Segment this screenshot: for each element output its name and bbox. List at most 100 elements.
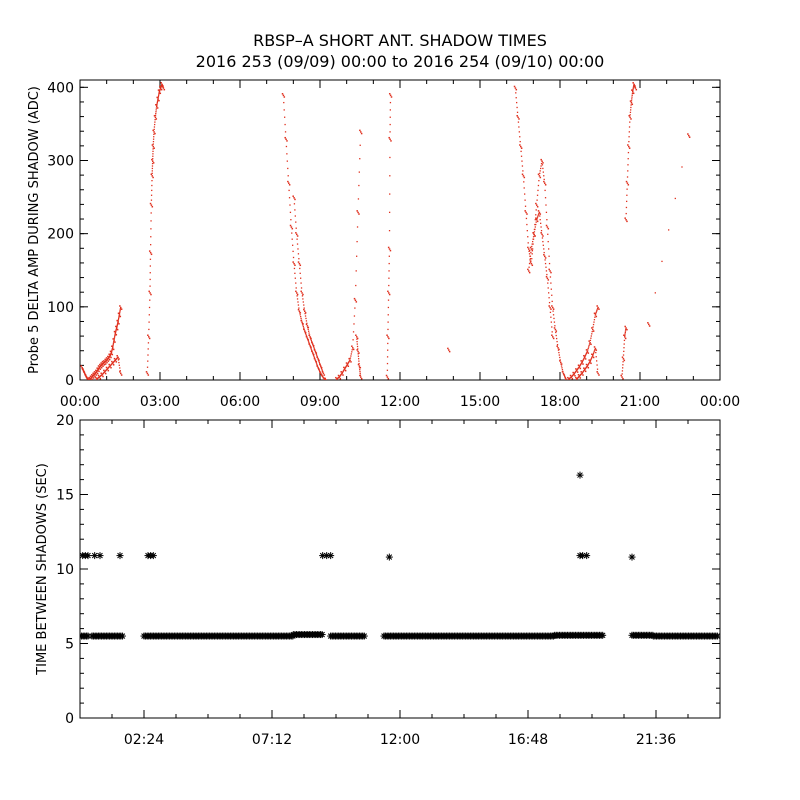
- scatter-point: [153, 126, 156, 128]
- scatter-point: [624, 337, 627, 340]
- scatter-point: [625, 219, 627, 221]
- scatter-point: [307, 340, 309, 342]
- scatter-point: [325, 379, 327, 380]
- scatter-point: [299, 312, 301, 314]
- scatter-point: [634, 87, 637, 89]
- scatter-point: [596, 310, 598, 312]
- scatter-point: [315, 361, 317, 364]
- scatter-point: [310, 348, 312, 350]
- scatter-point: [111, 348, 113, 351]
- scatter-point: [598, 308, 600, 310]
- scatter-point: [550, 282, 552, 284]
- scatter-point: [110, 366, 112, 369]
- scatter-point: [585, 352, 588, 354]
- scatter-point: [559, 360, 561, 362]
- scatter-point: [158, 94, 160, 96]
- scatter-point: [319, 362, 321, 365]
- scatter-point: [542, 171, 544, 173]
- scatter-point: [92, 372, 94, 375]
- x-tick-label: 03:00: [140, 394, 180, 410]
- scatter-point: [155, 104, 157, 106]
- scatter-point: [118, 358, 120, 360]
- scatter-point: [515, 97, 517, 99]
- asterisk-marker: [583, 552, 591, 560]
- asterisk-marker: [116, 552, 124, 560]
- scatter-point: [629, 114, 631, 116]
- scatter-point: [537, 210, 540, 212]
- scatter-point: [351, 345, 353, 347]
- scatter-point: [631, 96, 633, 98]
- scatter-point: [564, 375, 566, 377]
- scatter-point: [110, 351, 113, 353]
- scatter-point: [627, 151, 630, 154]
- scatter-point: [591, 330, 593, 333]
- scatter-point: [596, 368, 599, 370]
- scatter-point: [152, 145, 155, 148]
- scatter-point: [582, 363, 584, 365]
- scatter-point: [596, 305, 598, 307]
- scatter-point: [356, 340, 358, 343]
- scatter-point: [550, 271, 552, 274]
- scatter-point: [308, 330, 310, 332]
- scatter-point: [110, 356, 112, 359]
- scatter-point: [628, 145, 630, 148]
- scatter-point: [390, 140, 392, 142]
- scatter-point: [116, 325, 118, 327]
- scatter-point: [95, 369, 97, 372]
- scatter-point: [153, 133, 155, 135]
- scatter-point: [353, 323, 355, 325]
- chart-subtitle: 2016 253 (09/09) 00:00 to 2016 254 (09/1…: [195, 52, 605, 71]
- scatter-point: [96, 367, 98, 369]
- scatter-point: [624, 325, 626, 328]
- scatter-point: [116, 327, 118, 329]
- scatter-point: [387, 342, 389, 345]
- scatter-point: [530, 262, 533, 265]
- scatter-point: [316, 363, 318, 365]
- scatter-point: [299, 264, 302, 267]
- scatter-point: [350, 353, 352, 355]
- scatter-point: [118, 314, 121, 316]
- scatter-point: [359, 369, 361, 371]
- scatter-point: [622, 361, 624, 363]
- scatter-point: [582, 359, 584, 361]
- scatter-point: [596, 309, 598, 311]
- scatter-point: [320, 373, 322, 375]
- scatter-point: [550, 321, 552, 323]
- scatter-point: [156, 96, 158, 99]
- scatter-point: [554, 325, 556, 327]
- scatter-point: [542, 235, 544, 237]
- scatter-point: [539, 176, 542, 179]
- scatter-point: [548, 268, 550, 271]
- scatter-point: [321, 371, 324, 373]
- scatter-point: [289, 224, 292, 227]
- scatter-point: [528, 266, 530, 268]
- scatter-point: [302, 325, 304, 328]
- scatter-point: [592, 323, 595, 326]
- scatter-point: [624, 336, 626, 338]
- scatter-point: [356, 336, 358, 338]
- scatter-point: [287, 180, 289, 183]
- scatter-point: [95, 374, 98, 376]
- scatter-point: [523, 176, 526, 179]
- scatter-point: [150, 236, 152, 238]
- scatter-point: [301, 295, 304, 297]
- scatter-point: [389, 175, 391, 177]
- scatter-point: [592, 355, 594, 357]
- scatter-point: [590, 343, 592, 346]
- scatter-point: [358, 367, 361, 369]
- scatter-point: [388, 93, 391, 95]
- scatter-point: [551, 300, 553, 303]
- scatter-point: [390, 96, 393, 98]
- scatter-point: [118, 312, 121, 315]
- scatter-point: [317, 359, 320, 361]
- scatter-point: [584, 355, 586, 357]
- scatter-point: [294, 209, 296, 211]
- scatter-point: [555, 331, 557, 334]
- scatter-point: [80, 365, 82, 367]
- scatter-point: [537, 184, 540, 187]
- scatter-point: [296, 235, 299, 237]
- scatter-point: [309, 346, 312, 348]
- scatter-point: [318, 368, 320, 371]
- asterisk-marker: [318, 631, 326, 639]
- scatter-point: [627, 164, 629, 166]
